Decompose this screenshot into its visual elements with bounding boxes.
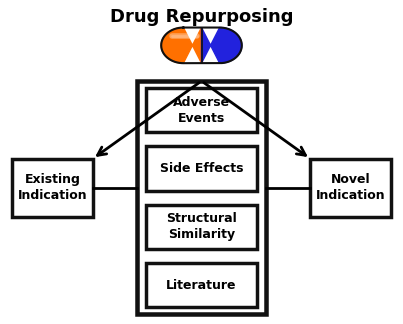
Polygon shape <box>202 28 242 63</box>
Bar <box>146 146 257 191</box>
Text: Adverse
Events: Adverse Events <box>173 96 230 125</box>
Bar <box>12 159 93 217</box>
Bar <box>146 263 257 307</box>
Text: Side Effects: Side Effects <box>160 162 243 175</box>
Polygon shape <box>161 28 202 63</box>
Text: Existing
Indication: Existing Indication <box>18 173 87 202</box>
Text: Structural
Similarity: Structural Similarity <box>166 212 237 241</box>
Bar <box>310 159 391 217</box>
Bar <box>146 88 257 132</box>
Bar <box>137 81 266 314</box>
Text: Drug Repurposing: Drug Repurposing <box>110 8 293 26</box>
Text: Literature: Literature <box>166 279 237 292</box>
Bar <box>146 205 257 249</box>
Text: Novel
Indication: Novel Indication <box>316 173 385 202</box>
